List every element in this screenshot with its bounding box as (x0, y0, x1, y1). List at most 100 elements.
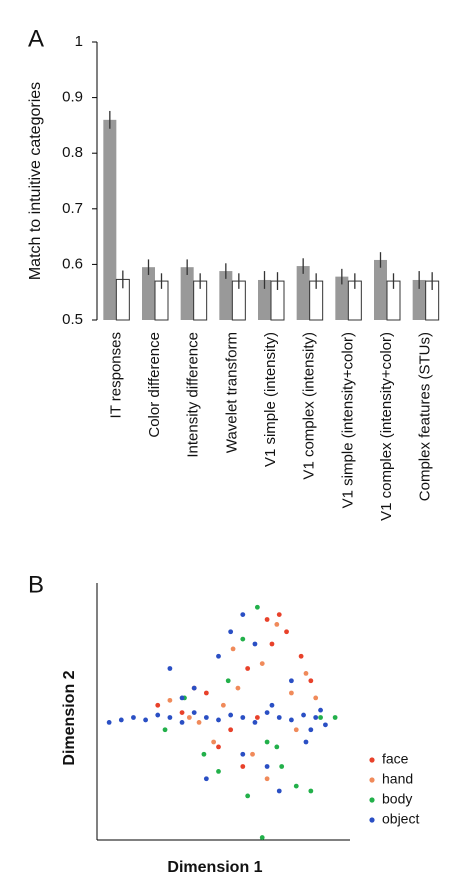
point (323, 722, 328, 728)
point (274, 622, 280, 627)
point (308, 678, 314, 684)
point (276, 715, 282, 720)
x-tick-label: V1 complex (intensity) (301, 332, 318, 480)
point (269, 641, 275, 647)
point (211, 739, 217, 745)
bar (335, 276, 349, 320)
point (254, 715, 260, 720)
x-tick-label: V1 complex (intensity+color) (378, 332, 395, 521)
panel-label: A (28, 25, 44, 52)
legend-label: object (382, 811, 419, 827)
x-axis-label: Dimension 1 (167, 859, 262, 876)
point (106, 720, 112, 725)
point (252, 720, 258, 725)
point (155, 712, 161, 718)
point (167, 666, 173, 671)
y-axis-label: Match to intuitive categories (27, 82, 44, 280)
point (289, 678, 294, 684)
bar (374, 259, 387, 320)
bar (296, 266, 310, 320)
panel-label: B (28, 571, 44, 598)
y-tick-label: 0.5 (62, 311, 83, 328)
point (276, 788, 282, 794)
point (228, 629, 234, 635)
point (276, 612, 282, 617)
y-axis-label: Dimension 2 (61, 670, 78, 765)
point (269, 702, 275, 708)
point (179, 710, 185, 715)
point (240, 764, 246, 769)
point (274, 744, 280, 750)
point (216, 744, 221, 750)
point (289, 690, 294, 696)
point (118, 717, 124, 723)
point (203, 715, 209, 720)
point (293, 727, 299, 733)
point (186, 715, 192, 720)
bar (219, 271, 233, 320)
point (332, 715, 338, 720)
point (264, 617, 270, 622)
point (259, 835, 265, 840)
point (298, 653, 304, 659)
point (162, 727, 168, 733)
point (308, 727, 314, 733)
point (318, 707, 323, 713)
point (250, 751, 255, 757)
y-tick-label: 0.6 (62, 255, 83, 272)
legend-label: face (382, 751, 409, 767)
point (293, 783, 299, 789)
legend-marker (369, 777, 375, 783)
point (216, 717, 221, 723)
point (303, 671, 309, 676)
point (279, 764, 285, 769)
point (318, 715, 323, 720)
point (155, 702, 161, 708)
point (216, 769, 221, 774)
point (313, 695, 319, 701)
point (131, 715, 136, 720)
point (259, 661, 265, 666)
point (254, 604, 260, 610)
x-tick-label: Complex features (STUs) (417, 332, 434, 501)
legend-marker (369, 757, 375, 763)
point (240, 612, 246, 617)
x-tick-label: Color difference (146, 332, 163, 438)
point (308, 788, 314, 794)
point (179, 720, 185, 725)
y-tick-label: 0.8 (62, 144, 83, 161)
point (240, 751, 246, 757)
point (167, 715, 173, 720)
x-tick-label: V1 simple (intensity+color) (339, 332, 356, 508)
point (245, 793, 251, 799)
y-tick-label: 1 (75, 33, 83, 50)
point (228, 727, 234, 733)
point (191, 710, 197, 715)
x-tick-label: IT responses (107, 332, 124, 418)
bar (142, 267, 155, 320)
point (264, 710, 270, 715)
point (264, 764, 270, 769)
legend-marker (369, 797, 375, 803)
y-tick-label: 0.9 (62, 89, 83, 106)
point (220, 702, 226, 708)
bar (103, 119, 117, 320)
point (303, 739, 309, 745)
x-tick-label: Intensity difference (185, 332, 202, 458)
point (313, 715, 319, 720)
point (201, 751, 207, 757)
point (216, 653, 221, 659)
bar (412, 279, 426, 320)
bar (258, 279, 271, 320)
point (191, 685, 197, 691)
bar (180, 267, 194, 320)
point (179, 695, 185, 701)
point (167, 697, 173, 703)
x-tick-label: Wavelet transform (223, 332, 240, 453)
point (228, 712, 234, 718)
point (230, 646, 236, 652)
point (235, 685, 241, 691)
point (203, 776, 209, 782)
legend-label: hand (382, 771, 413, 787)
